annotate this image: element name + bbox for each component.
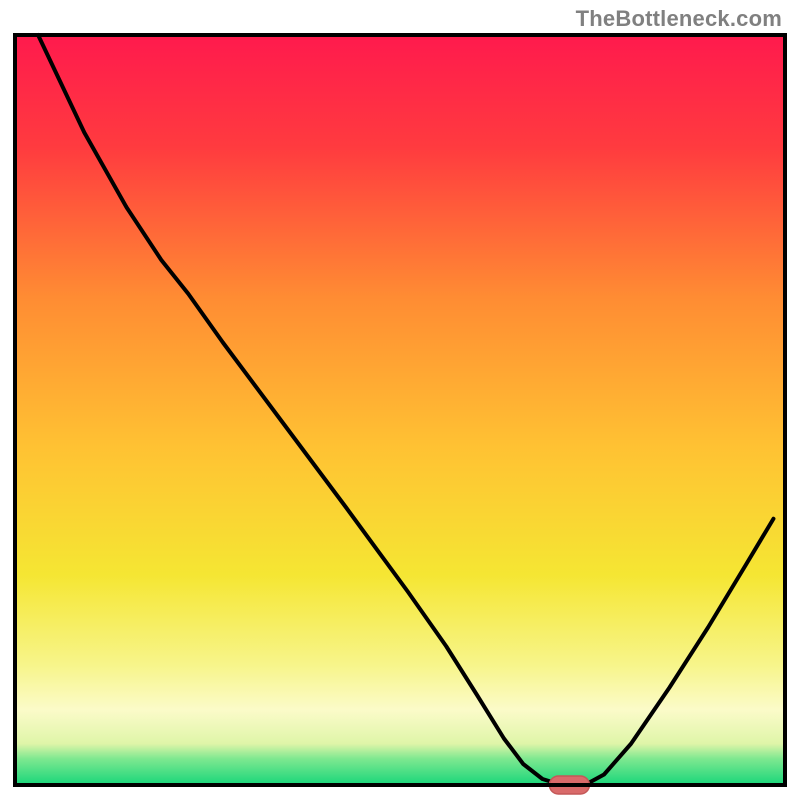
watermark-text: TheBottleneck.com [576,6,782,32]
gradient-background [15,35,785,785]
chart-container: TheBottleneck.com [0,0,800,800]
bottleneck-curve-chart [0,0,800,800]
